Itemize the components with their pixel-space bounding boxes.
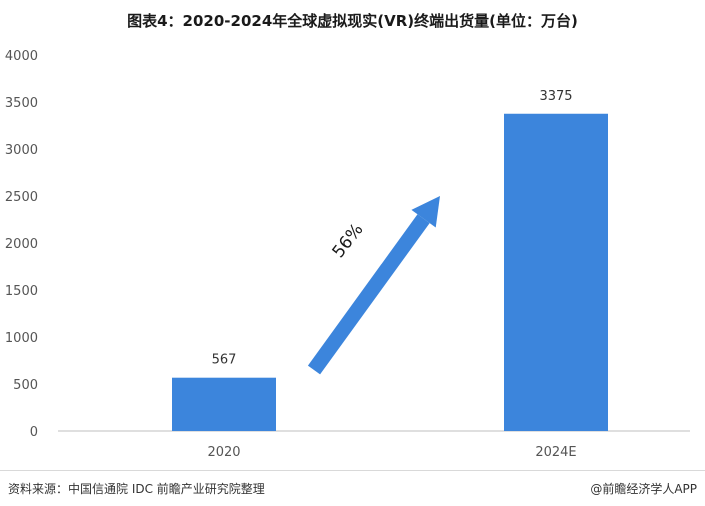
y-tick-label: 2500: [5, 190, 38, 205]
y-tick-label: 1000: [5, 331, 38, 346]
x-tick-label: 2020: [207, 445, 240, 460]
footer-brand: @前瞻经济学人APP: [590, 482, 697, 496]
growth-rate-label: 56%: [329, 220, 368, 262]
bar-value-label: 3375: [539, 89, 572, 104]
growth-arrow-head: [411, 196, 440, 228]
y-tick-label: 2000: [5, 237, 38, 252]
chart-title: 图表4：2020-2024年全球虚拟现实(VR)终端出货量(单位：万台): [127, 12, 578, 30]
growth-arrow-shaft: [307, 214, 430, 375]
y-tick-label: 0: [30, 425, 38, 440]
x-tick-label: 2024E: [535, 445, 576, 460]
bar-chart: 0 500 1000 1500 2000 2500 3000 3500 4000 567 2020 3…: [5, 49, 690, 460]
y-tick-label: 4000: [5, 49, 38, 64]
y-tick-label: 1500: [5, 284, 38, 299]
source-note: 资料来源：中国信通院 IDC 前瞻产业研究院整理: [8, 482, 265, 496]
bar: [172, 377, 276, 431]
footer-divider: [0, 470, 705, 471]
y-tick-label: 3000: [5, 143, 38, 158]
bar: [504, 113, 608, 431]
y-tick-label: 500: [13, 378, 38, 393]
y-tick-label: 3500: [5, 96, 38, 111]
bar-value-label: 567: [212, 353, 237, 368]
